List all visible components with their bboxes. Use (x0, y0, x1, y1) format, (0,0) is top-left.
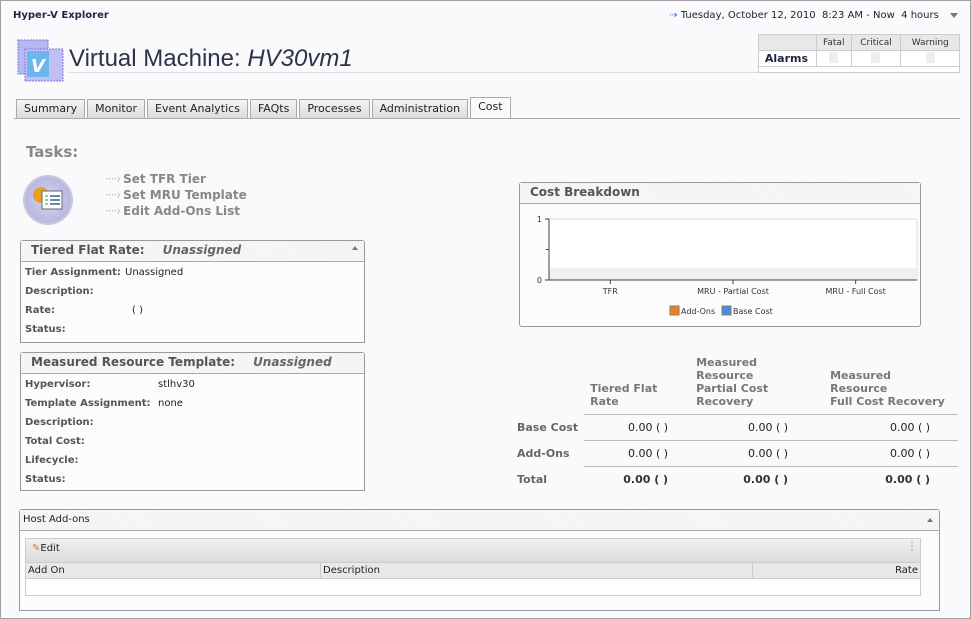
task-set-tfr-tier[interactable]: ····› Set TFR Tier (105, 172, 206, 186)
tiered-flat-rate-panel: Tiered Flat Rate: Unassigned Tier Assignm… (20, 240, 365, 343)
cost-breakdown-chart: 0 1 TFR MRU - Partial Cost MRU - Full Cost Ad… (537, 215, 918, 316)
legend-label: Add-Ons (681, 307, 715, 316)
alarms-label: Alarms (758, 50, 817, 67)
col-description[interactable]: Description (321, 563, 753, 578)
collapse-icon[interactable] (927, 518, 933, 522)
alarms-summary: Fatal Critical Warning Alarms (758, 34, 960, 73)
x-tick-label: MRU - Partial Cost (697, 287, 769, 296)
task-edit-addons-list[interactable]: ····› Edit Add-Ons List (105, 204, 241, 218)
host-addons-panel: Host Add-ons ✎Edit ⋮ Add On Description … (19, 509, 940, 611)
legend-swatch (721, 305, 732, 316)
page-title: Virtual Machine: HV30vm1 (69, 45, 353, 72)
alarm-col-warning: Warning (900, 34, 960, 51)
svg-text:V: V (31, 56, 47, 77)
addons-grid: ✎Edit ⋮ Add On Description Rate (25, 538, 921, 596)
panel-title: Tiered Flat Rate: (31, 243, 145, 257)
field-value: Unassigned (125, 267, 184, 278)
critical-count[interactable] (871, 51, 881, 63)
field-label: Hypervisor: (25, 379, 91, 390)
tab-event-analytics[interactable]: Event Analytics (147, 99, 248, 118)
panel-title: Host Add-ons (23, 514, 90, 525)
tasks-heading: Tasks: (26, 143, 79, 161)
y-tick-label: 1 (537, 215, 542, 224)
col-header: Tiered Flat Rate (590, 382, 658, 408)
chevron-down-icon[interactable] (950, 12, 958, 18)
field-label: Tier Assignment: (25, 267, 121, 278)
field-label: Status: (25, 474, 66, 485)
virtual-machine-icon: V (17, 39, 64, 82)
time-range: 8:23 AM - Now (821, 10, 895, 21)
table-row: Add-Ons 0.00 ( ) 0.00 ( ) 0.00 ( ) (511, 440, 959, 467)
col-add-on[interactable]: Add On (26, 563, 321, 578)
tab-bar: Summary Monitor Event Analytics FAQts Pr… (16, 97, 511, 118)
field-label: Description: (25, 286, 94, 297)
warning-count[interactable] (925, 51, 935, 63)
fatal-count[interactable] (829, 51, 839, 63)
tasks-icon (23, 175, 73, 225)
col-header: Measured Resource Full Cost Recovery (830, 369, 945, 408)
tab-faqts[interactable]: FAQts (249, 99, 298, 118)
x-tick-label: TFR (602, 287, 618, 296)
measured-resource-template-panel: Measured Resource Template: Unassigned Hy… (20, 352, 365, 491)
field-label: Template Assignment: (25, 398, 151, 409)
field-value: none (158, 398, 183, 409)
time-date: Tuesday, October 12, 2010 (680, 10, 816, 21)
panel-title: Measured Resource Template: (31, 355, 236, 369)
y-tick-label: 0 (537, 276, 542, 285)
alarm-col-fatal: Fatal (816, 34, 852, 51)
pencil-icon: ✎ (32, 543, 41, 554)
panel-title: Cost Breakdown (530, 185, 640, 199)
tab-processes[interactable]: Processes (299, 99, 370, 118)
mrt-status: Unassigned (253, 355, 332, 369)
task-list: ····› Set TFR Tier ····› Set MRU Template … (105, 172, 247, 220)
app-title: Hyper-V Explorer (13, 10, 109, 21)
divider (69, 72, 759, 73)
column-menu-icon[interactable]: ⋮ (907, 541, 917, 552)
edit-button[interactable]: ✎Edit (32, 543, 60, 554)
cost-table: Tiered Flat Rate Measured Resource Partia… (511, 356, 959, 493)
tab-cost[interactable]: Cost (470, 97, 511, 118)
col-rate[interactable]: Rate (895, 565, 918, 576)
grid-toolbar: ✎Edit ⋮ (26, 539, 920, 562)
cost-breakdown-panel: Cost Breakdown 0 1 TFR MRU - Partial Cost MR… (519, 182, 921, 327)
field-value: ( ) (132, 305, 143, 316)
tab-summary[interactable]: Summary (16, 99, 86, 118)
tab-administration[interactable]: Administration (371, 99, 469, 118)
time-range-selector[interactable]: ⇢ Tuesday, October 12, 2010 8:23 AM - No… (669, 10, 958, 21)
table-row: Base Cost 0.00 ( ) 0.00 ( ) 0.00 ( ) (511, 414, 959, 441)
task-set-mru-template[interactable]: ····› Set MRU Template (105, 188, 247, 202)
legend-label: Base Cost (733, 307, 773, 316)
x-tick-label: MRU - Full Cost (826, 287, 886, 296)
legend-swatch (669, 305, 680, 316)
col-header: Measured Resource Partial Cost Recovery (696, 356, 769, 408)
tfr-status: Unassigned (162, 243, 242, 257)
alarm-col-critical: Critical (850, 34, 902, 51)
tab-monitor[interactable]: Monitor (87, 99, 145, 118)
grid-header: Add On Description Rate (26, 562, 920, 579)
field-label: Lifecycle: (25, 455, 79, 466)
field-label: Status: (25, 324, 66, 335)
refresh-arrow-icon: ⇢ (669, 10, 678, 21)
collapse-icon[interactable] (352, 246, 358, 250)
tab-divider (14, 118, 960, 119)
plot-band (549, 268, 917, 280)
time-duration: 4 hours (901, 10, 939, 21)
field-label: Total Cost: (25, 436, 85, 447)
field-label: Description: (25, 417, 94, 428)
table-row: Total 0.00 ( ) 0.00 ( ) 0.00 ( ) (511, 466, 959, 493)
field-value: stlhv30 (158, 379, 195, 390)
field-label: Rate: (25, 305, 56, 316)
